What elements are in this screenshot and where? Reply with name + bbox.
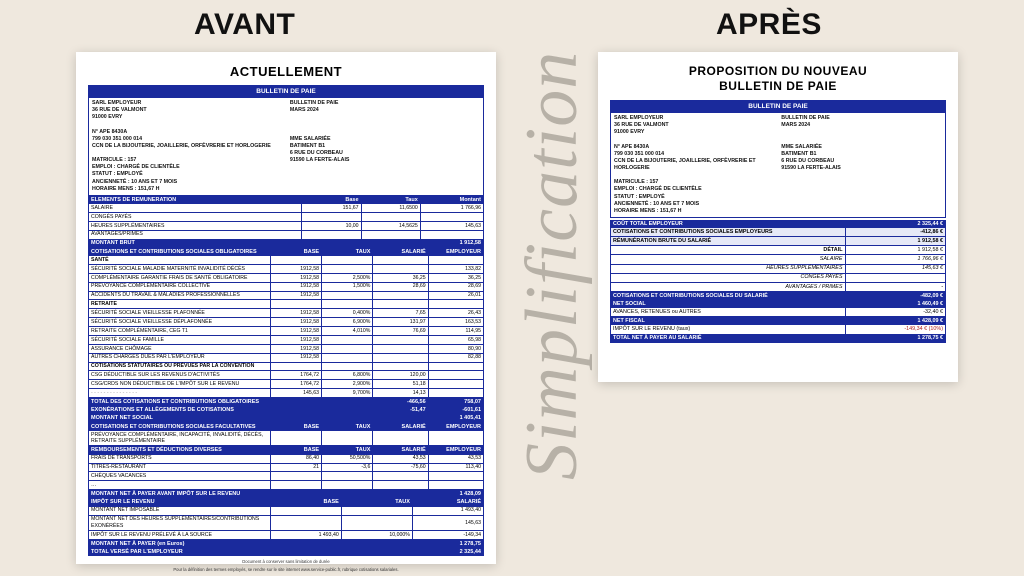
row-label: … <box>89 481 271 490</box>
simplification-label: Simplification <box>510 51 595 480</box>
remuneration-table: ELEMENTS DE REMUNERATIONBaseTauxMontant … <box>88 196 484 248</box>
row-label: CONGÉS PAYÉS <box>89 212 302 221</box>
row-label: COMPLÉMENTAIRE GARANTIE FRAIS DE SANTÉ O… <box>89 273 271 282</box>
row-label: - - - - - - - - - - - - - - - <box>89 389 271 398</box>
footer-note-1: Document à conserver sans limitation de … <box>88 559 484 564</box>
employee-info: BULLETIN DE PAIE MARS 2024 MME SALARIÉE … <box>290 100 480 193</box>
row-label: SÉCURITÉ SOCIALE VIEILLESSE PLAFONNÉE <box>89 309 271 318</box>
row-label: COTISATIONS ET CONTRIBUTIONS SOCIALES DU… <box>611 291 846 300</box>
row-label: PRÉVOYANCE COMPLÉMENTAIRE, INCAPACITÉ, I… <box>89 431 271 446</box>
row-label: COTISATIONS ET CONTRIBUTIONS SOCIALES EM… <box>611 228 846 237</box>
payslip-after: PROPOSITION DU NOUVEAU BULLETIN DE PAIE … <box>598 52 958 382</box>
row-label: CSG/CRDS NON DÉDUCTIBLE DE L'IMPÔT SUR L… <box>89 380 271 389</box>
row-label: AVANTAGES / PRIMES <box>611 282 846 291</box>
bulletin-header-before: BULLETIN DE PAIE <box>88 85 484 98</box>
employee-info-after: BULLETIN DE PAIE MARS 2024 MME SALARIÉE … <box>781 115 942 215</box>
employer-info-after: SARL EMPLOYEUR 36 RUE DE VALMONT 91000 E… <box>614 115 775 215</box>
row-label: SALAIRE <box>89 204 302 212</box>
row-label: AVANTAGES/PRIMES <box>89 230 302 239</box>
heading-avant: AVANT <box>194 8 295 42</box>
row-label: SANTÉ <box>89 256 271 264</box>
row-label: SALAIRE <box>611 255 846 264</box>
row-label: FRAIS DE TRANSPORTS <box>89 455 271 463</box>
row-label: IMPÔT SUR LE REVENU (taux) <box>611 325 846 334</box>
row-label: COTISATIONS STATUTAIRES OU PRÉVUES PAR L… <box>89 362 271 371</box>
row-label: NET FISCAL <box>611 317 846 326</box>
row-label: MONTANT NET IMPOSABLE <box>89 507 271 515</box>
row-label: RETRAITE <box>89 300 271 309</box>
cotisations-facultatives-table: COTISATIONS ET CONTRIBUTIONS SOCIALES FA… <box>88 423 484 447</box>
row-label: AVANCES, RETENUES ou AUTRES <box>611 308 846 317</box>
row-label: CSG DÉDUCTIBLE SUR LES REVENUS D'ACTIVIT… <box>89 371 271 380</box>
row-label: CHÈQUES VACANCES <box>89 472 271 481</box>
bulletin-header-after: BULLETIN DE PAIE <box>610 100 946 113</box>
doc-title-before: ACTUELLEMENT <box>88 64 484 79</box>
payslip-before: ACTUELLEMENT BULLETIN DE PAIE SARL EMPLO… <box>76 52 496 564</box>
row-label: TOTAL NET À PAYER AU SALARIÉ <box>611 334 846 343</box>
row-label: TITRES-RESTAURANT <box>89 463 271 472</box>
doc-title-after: PROPOSITION DU NOUVEAU BULLETIN DE PAIE <box>610 64 946 94</box>
heading-apres: APRÈS <box>716 8 822 42</box>
row-label: MONTANT NET DES HEURES SUPPLÉMENTAIRES/C… <box>89 515 271 530</box>
row-label: SÉCURITÉ SOCIALE MALADIE MATERNITÉ INVAL… <box>89 264 271 273</box>
row-label: SÉCURITÉ SOCIALE VIEILLESSE DÉPLAFONNÉE <box>89 318 271 327</box>
row-label: SÉCURITÉ SOCIALE FAMILLE <box>89 335 271 344</box>
footer-note-2: Pour la définition des termes employés, … <box>88 567 484 572</box>
employer-info: SARL EMPLOYEUR 36 RUE DE VALMONT 91000 E… <box>92 100 282 193</box>
row-label: PRÉVOYANCE COMPLÉMENTAIRE COLLECTIVE <box>89 282 271 291</box>
row-label: RÉMUNÉRATION BRUTE DU SALARIÉ <box>611 237 846 246</box>
row-label: CONGÉS PAYÉS <box>611 273 846 282</box>
summary-table-after: COÛT TOTAL EMPLOYEUR2 325,44 €COTISATION… <box>610 220 946 343</box>
row-label: ACCIDENTS DU TRAVAIL & MALADIES PROFESSI… <box>89 291 271 300</box>
impot-table: IMPÔT SUR LE REVENUBASETAUXSALARIÉ MONTA… <box>88 498 484 556</box>
row-label: COÛT TOTAL EMPLOYEUR <box>611 220 846 228</box>
row-label: NET SOCIAL <box>611 300 846 308</box>
row-label: AUTRES CHARGES DUES PAR L'EMPLOYEUR <box>89 353 271 362</box>
row-label: ASSURANCE CHÔMAGE <box>89 344 271 353</box>
row-label: IMPÔT SUR LE REVENU PRÉLEVÉ À LA SOURCE <box>89 530 271 539</box>
row-label: RETRAITE COMPLÉMENTAIRE, CEG T1 <box>89 327 271 336</box>
remboursements-table: REMBOURSEMENTS ET DÉDUCTIONS DIVERSESBAS… <box>88 446 484 498</box>
row-label: HEURES SUPPLÉMENTAIRES <box>89 221 302 230</box>
cotisations-obligatoires-table: COTISATIONS ET CONTRIBUTIONS SOCIALES OB… <box>88 248 484 423</box>
row-label: HEURES SUPPLÉMENTAIRES <box>611 264 846 273</box>
